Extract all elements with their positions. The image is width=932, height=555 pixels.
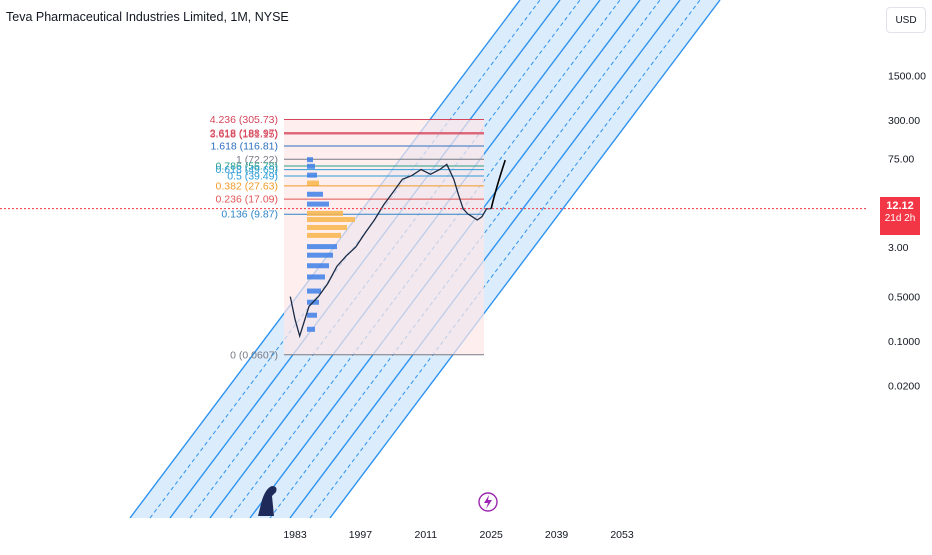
- currency-button[interactable]: USD: [886, 7, 926, 33]
- volume-profile-bar: [307, 252, 333, 258]
- fib-level-label: 0.5 (39.49): [227, 170, 278, 182]
- x-tick-label: 1997: [349, 529, 373, 541]
- volume-profile-bar: [307, 244, 337, 250]
- last-price-badge: 12.12 21d 2h: [880, 197, 920, 235]
- volume-profile-bar: [307, 224, 347, 230]
- volume-profile-bar: [307, 217, 355, 223]
- y-tick-label: 0.1000: [888, 336, 920, 348]
- channel-line-9: [309, 0, 701, 518]
- y-tick-label: 75.00: [888, 153, 914, 165]
- fib-level-label: 1.618 (116.81): [210, 141, 278, 153]
- fib-level-label: 2.618 (188.97): [210, 127, 278, 139]
- volume-profile-bar: [307, 201, 329, 207]
- channel-line-10: [329, 0, 721, 518]
- tradingview-dino-icon: [258, 486, 277, 516]
- fib-level-label: 0.136 (9.87): [221, 209, 278, 221]
- fib-level-label: 0.236 (17.09): [216, 194, 278, 206]
- chart-title: Teva Pharmaceutical Industries Limited, …: [6, 10, 289, 24]
- volume-profile-bar: [307, 288, 321, 294]
- volume-profile-bar: [307, 191, 323, 197]
- volume-profile-bar: [307, 157, 313, 163]
- fib-level-label: 0.618 (49.65): [216, 164, 278, 176]
- bar-countdown: 21d 2h: [884, 213, 916, 224]
- x-tick-label: 2053: [610, 529, 634, 541]
- x-tick-label: 2011: [415, 529, 438, 541]
- y-tick-label: 0.0200: [888, 380, 920, 392]
- lightning-glyph: [484, 495, 492, 509]
- fib-level-label: 3.618 (181.15): [210, 128, 278, 140]
- channel-line-8: [289, 0, 681, 518]
- fib-level-label: 0.382 (27.63): [216, 180, 278, 192]
- volume-profile-bar: [307, 274, 325, 280]
- fib-level-label: 4.236 (305.73): [210, 114, 278, 126]
- projection-line: [490, 159, 506, 209]
- volume-profile-bar: [307, 163, 315, 169]
- x-tick-label: 2025: [480, 529, 504, 541]
- y-tick-label: 1500.00: [888, 71, 926, 83]
- fib-level-label: 1 (72.22): [236, 154, 278, 166]
- fib-level-label: 0.786 (56.78): [216, 160, 278, 172]
- volume-profile-bar: [307, 210, 343, 216]
- volume-profile-bar: [307, 180, 319, 186]
- volume-profile-bar: [307, 263, 329, 269]
- price-series-line: [289, 163, 492, 339]
- volume-profile-bar: [307, 232, 341, 238]
- x-tick-label: 1983: [283, 529, 307, 541]
- y-tick-label: 0.5000: [888, 292, 920, 304]
- y-tick-label: 300.00: [888, 115, 920, 127]
- y-tick-label: 3.00: [888, 242, 909, 254]
- x-tick-label: 2039: [545, 529, 569, 541]
- volume-profile-bar: [307, 326, 315, 332]
- fib-level-label: 0 (0.0607): [230, 349, 278, 361]
- volume-profile-bar: [307, 172, 317, 178]
- last-price-value: 12.12: [886, 200, 914, 212]
- volume-profile-bar: [307, 312, 317, 318]
